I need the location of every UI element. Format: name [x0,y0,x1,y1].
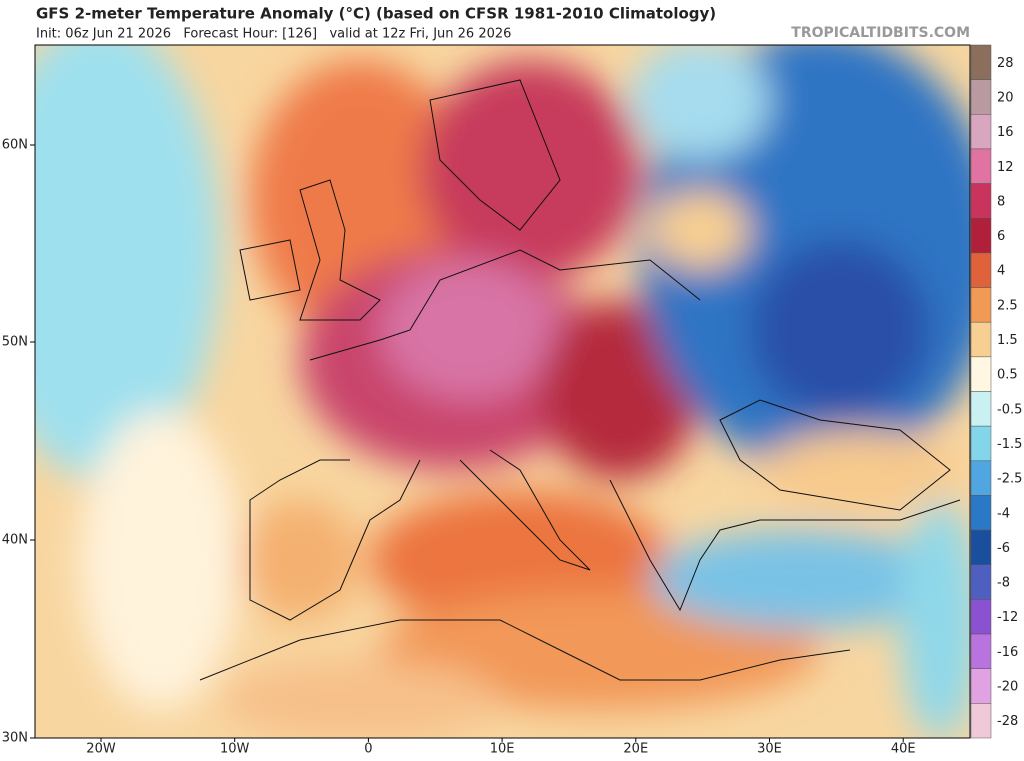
colorbar-swatch [970,218,992,254]
colorbar-label: 4 [997,264,1005,279]
lat-label: 30N [2,731,28,746]
colorbar-swatch [970,252,992,288]
lon-label: 40E [891,742,916,757]
colorbar-swatch [970,114,992,150]
colorbar-label: -28 [997,714,1018,729]
lat-label: 50N [2,335,28,350]
title: GFS 2-meter Temperature Anomaly (°C) (ba… [36,5,716,23]
colorbar-label: -2.5 [997,472,1022,487]
colorbar-swatch [970,148,992,184]
colorbar-label: -20 [997,680,1018,695]
colorbar-swatch [970,495,992,531]
colorbar-label: 28 [997,56,1014,71]
site-name: TROPICALTIDBITS.COM [791,25,970,41]
lon-label: 20E [623,742,648,757]
lon-label: 30E [757,742,782,757]
colorbar-label: -8 [997,576,1010,591]
colorbar-label: -16 [997,645,1018,660]
colorbar-label: 2.5 [997,298,1018,313]
colorbar-swatch [970,79,992,115]
colorbar-swatch [970,529,992,565]
colorbar-label: 20 [997,90,1014,105]
lon-label: 10W [220,742,250,757]
colorbar-label: 1.5 [997,333,1018,348]
colorbar-swatch [970,287,992,323]
colorbar-swatch [970,425,992,462]
lon-label: 10E [490,742,515,757]
colorbar-label: -1.5 [997,437,1022,452]
colorbar-swatch [970,599,992,635]
map [35,45,970,738]
colorbar-label: 0.5 [997,368,1018,383]
colorbar-label: -4 [997,506,1010,521]
colorbar-swatch [970,703,992,739]
colorbar-label: 12 [997,160,1014,175]
colorbar-swatch [970,460,992,496]
colorbar-label: -12 [997,610,1018,625]
colorbar-swatch [970,564,992,600]
colorbar-label: 8 [997,194,1005,209]
colorbar-label: 6 [997,229,1005,244]
colorbar-label: 16 [997,125,1014,140]
colorbar-swatch [970,668,992,704]
colorbar-swatch [970,321,992,358]
colorbar-swatch [970,633,992,669]
lon-label: 0 [364,742,372,757]
colorbar-swatch [970,356,992,392]
colorbar-swatch [970,391,992,427]
colorbar-swatch [970,183,992,219]
colorbar-label: -0.5 [997,402,1022,417]
lon-label: 20W [86,742,116,757]
colorbar-label: -6 [997,541,1010,556]
lat-label: 40N [2,533,28,548]
colorbar-swatch [970,44,992,80]
subtitle: Init: 06z Jun 21 2026 Forecast Hour: [12… [36,27,511,42]
lat-label: 60N [2,138,28,153]
coastlines [199,79,961,681]
